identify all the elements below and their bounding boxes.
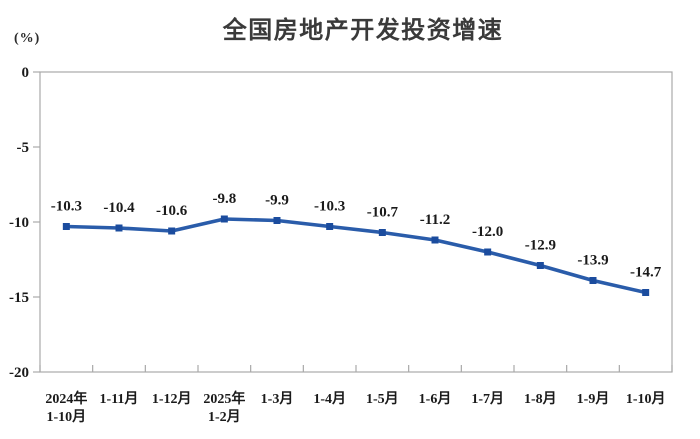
data-point (431, 236, 439, 244)
data-point (642, 289, 650, 296)
data-point (62, 223, 70, 230)
data-point-label: -14.7 (630, 265, 662, 281)
data-point-label: -11.2 (420, 212, 450, 228)
x-axis-tick-label: 1-12月 (152, 391, 192, 407)
y-axis-tick-label: -5 (17, 140, 30, 156)
data-point-label: -10.4 (103, 200, 135, 216)
x-axis-tick-label: 1-10月 (46, 409, 86, 425)
trend-line (64, 217, 648, 295)
chart-title: 全国房地产开发投资增速 (222, 17, 504, 44)
data-point (168, 227, 176, 235)
x-axis-tick-label: 1-8月 (524, 391, 557, 407)
data-point-label: -9.8 (212, 191, 236, 207)
data-point-label: -12.9 (525, 238, 556, 254)
y-axis-tick-label: -10 (9, 215, 29, 231)
data-point (589, 277, 597, 284)
data-point-label: -10.6 (156, 203, 188, 219)
x-axis-tick-label: 1-11月 (100, 391, 139, 407)
data-point (115, 224, 123, 232)
data-point-label: -10.3 (314, 199, 345, 215)
x-axis-tick-label: 1-4月 (313, 391, 346, 407)
data-point-label: -10.3 (51, 199, 82, 215)
data-point (536, 262, 544, 269)
x-axis-tick-label: 1-9月 (577, 391, 610, 407)
x-axis-tick-label: 2025年 (203, 390, 245, 407)
x-axis-tick-label: 1-2月 (208, 409, 241, 425)
plot-border (39, 71, 673, 373)
x-axis-tick-label: 1-6月 (419, 391, 452, 407)
y-axis-unit-label: (%) (14, 31, 41, 46)
x-axis-tick-label: 1-3月 (261, 391, 294, 407)
y-axis-tick-label: -20 (9, 365, 29, 381)
data-point (326, 223, 334, 230)
data-point (273, 217, 281, 224)
y-axis-tick-label: -15 (9, 290, 29, 306)
x-axis-tick-label: 1-7月 (471, 391, 504, 407)
data-point-label: -12.0 (472, 224, 503, 240)
data-point (220, 215, 228, 223)
data-point (484, 248, 492, 256)
data-point-label: -10.7 (367, 205, 399, 221)
data-point-label: -13.9 (577, 253, 608, 269)
x-axis-tick-label: 2024年 (45, 390, 87, 407)
data-point (378, 229, 386, 236)
x-axis-tick-label: 1-5月 (366, 391, 399, 407)
y-axis-tick-label: 0 (22, 65, 30, 81)
x-axis-tick-label: 1-10月 (626, 391, 666, 407)
data-point-label: -9.9 (265, 193, 289, 209)
